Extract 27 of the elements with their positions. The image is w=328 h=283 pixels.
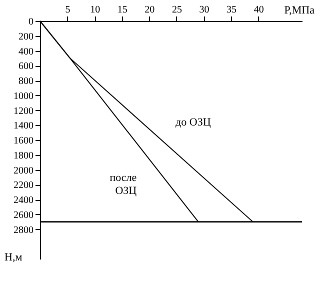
y-tick-label: 600 — [18, 61, 34, 72]
y-axis-title: H,м — [4, 252, 22, 264]
y-tick-label: 1200 — [14, 106, 34, 117]
y-tick-label: 0 — [28, 16, 34, 28]
y-tick-label: 2000 — [14, 165, 34, 176]
y-tick-label: 1000 — [14, 90, 34, 102]
x-tick-label: 10 — [90, 4, 100, 16]
y-tick-label: 800 — [18, 76, 34, 87]
y-tick-label: 1800 — [14, 150, 34, 162]
x-axis-title: P,МПа — [284, 4, 315, 16]
y-tick-label: 1400 — [14, 120, 34, 132]
x-tick-label: 15 — [117, 4, 128, 16]
y-tick-label: 2200 — [14, 180, 34, 192]
x-tick-label: 30 — [199, 4, 210, 16]
y-tick-label: 2400 — [14, 195, 34, 206]
x-tick-label: 20 — [144, 4, 155, 16]
x-tick-label: 40 — [254, 4, 264, 16]
annotation: до ОЗЦ — [176, 116, 211, 128]
y-tick-label: 1600 — [14, 136, 34, 146]
y-tick-label: 2600 — [14, 210, 34, 221]
y-tick-label: 200 — [18, 31, 34, 42]
x-tick-label: 35 — [226, 4, 237, 16]
annotation: после ОЗЦ — [110, 172, 137, 198]
x-tick-label: 25 — [172, 4, 182, 16]
x-tick-label: 5 — [65, 4, 70, 16]
y-tick-label: 400 — [18, 46, 34, 58]
y-tick-label: 2800 — [14, 224, 34, 236]
